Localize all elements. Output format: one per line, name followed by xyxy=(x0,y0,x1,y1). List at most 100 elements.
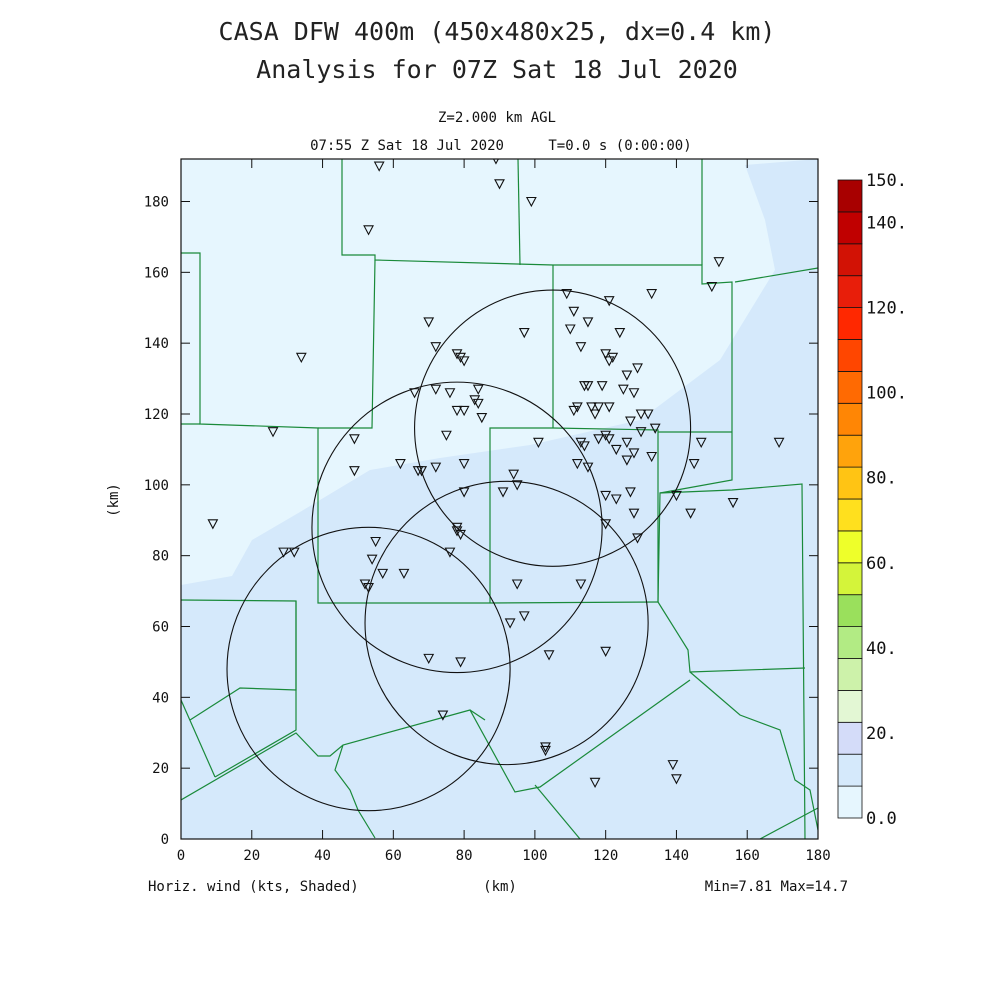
radar-ring-2 xyxy=(311,381,603,674)
station-marker xyxy=(667,760,679,771)
station-marker xyxy=(451,349,463,360)
station-marker xyxy=(525,196,537,208)
station-marker xyxy=(646,451,658,463)
plot-area: 0 20 40 60 80 100 120 140 160 180 0 20 40 60 80 100 120… xyxy=(106,158,831,864)
station-marker xyxy=(430,462,442,473)
y-tick-label: 140 xyxy=(144,336,169,352)
station-marker xyxy=(628,448,640,459)
station-marker xyxy=(458,459,470,470)
station-marker xyxy=(508,469,520,480)
station-marker xyxy=(589,777,601,789)
colorbar-swatch xyxy=(837,785,863,819)
station-marker xyxy=(632,533,643,544)
station-marker xyxy=(671,490,682,502)
y-tick-label: 180 xyxy=(144,195,169,211)
station-marker xyxy=(642,409,654,420)
colorbar-swatch xyxy=(837,721,863,755)
station-marker xyxy=(348,434,360,445)
station-marker xyxy=(596,381,608,392)
y-tick-label: 0 xyxy=(161,832,169,848)
plot-frame xyxy=(180,158,819,840)
station-markers xyxy=(207,159,785,789)
colorbar-swatch xyxy=(837,753,863,787)
station-marker xyxy=(561,289,573,300)
station-marker xyxy=(458,356,470,367)
station-marker xyxy=(497,487,509,498)
station-marker xyxy=(600,430,612,441)
x-tick-label: 40 xyxy=(314,848,331,864)
station-marker xyxy=(773,437,785,449)
colorbar-swatch xyxy=(837,658,863,691)
colorbar-swatch xyxy=(837,243,863,277)
y-axis-label: (km) xyxy=(106,483,122,517)
colorbar-label: 100. xyxy=(866,384,907,404)
station-marker xyxy=(363,582,374,594)
wind-shading-high xyxy=(181,159,818,839)
station-marker xyxy=(571,459,583,470)
y-axis: 0 20 40 60 80 100 120 140 160 180 xyxy=(144,195,818,848)
station-marker xyxy=(603,402,615,413)
station-marker xyxy=(373,161,385,172)
x-tick-label: 0 xyxy=(177,848,185,864)
station-marker xyxy=(543,650,555,661)
colorbar-swatch xyxy=(837,179,863,213)
station-marker xyxy=(603,356,615,367)
station-marker xyxy=(688,459,700,470)
colorbar-swatch xyxy=(837,690,863,723)
station-marker xyxy=(455,657,466,668)
y-tick-label: 40 xyxy=(152,690,169,706)
y-tick-label: 160 xyxy=(144,265,169,281)
colorbar-swatch xyxy=(837,370,863,404)
station-marker xyxy=(540,745,551,757)
station-marker xyxy=(610,494,622,505)
x-tick-label: 60 xyxy=(385,848,402,864)
station-marker xyxy=(621,455,633,466)
station-marker xyxy=(593,434,605,445)
station-marker xyxy=(267,427,279,438)
station-marker xyxy=(603,296,615,307)
station-marker xyxy=(518,611,530,622)
station-marker xyxy=(444,547,456,558)
station-marker xyxy=(451,526,463,537)
chart-title-line2: Analysis for 07Z Sat 18 Jul 2020 xyxy=(256,55,738,84)
station-marker xyxy=(472,398,484,410)
y-tick-label: 60 xyxy=(152,620,169,636)
colorbar-label: 20. xyxy=(866,724,897,744)
station-marker xyxy=(586,402,597,413)
station-marker xyxy=(614,327,626,339)
y-tick-label: 20 xyxy=(152,761,169,777)
colorbar-label: 0.0 xyxy=(866,809,897,829)
county-boundaries xyxy=(181,159,818,839)
colorbar-swatch xyxy=(837,594,863,628)
station-marker xyxy=(444,388,456,399)
station-marker xyxy=(635,427,647,438)
station-marker xyxy=(635,409,647,420)
station-marker xyxy=(589,409,601,420)
station-marker xyxy=(472,384,484,395)
station-marker xyxy=(458,487,470,498)
colorbar-swatch xyxy=(837,434,863,468)
station-marker xyxy=(295,352,307,364)
station-marker xyxy=(451,522,463,534)
colorbar-swatch xyxy=(837,498,863,532)
station-marker xyxy=(579,441,590,452)
colorbar-swatch xyxy=(837,275,863,309)
station-marker xyxy=(377,568,389,580)
radar-ring-4 xyxy=(226,526,511,812)
station-marker xyxy=(628,508,640,519)
x-tick-label: 80 xyxy=(456,848,473,864)
station-marker xyxy=(451,405,463,417)
x-tick-label: 20 xyxy=(243,848,260,864)
station-marker xyxy=(416,466,428,477)
x-axis: 0 20 40 60 80 100 120 140 160 180 xyxy=(177,159,831,864)
station-marker xyxy=(458,405,470,417)
station-marker xyxy=(600,490,612,502)
station-marker xyxy=(437,710,449,721)
station-marker xyxy=(685,508,697,519)
station-marker xyxy=(607,352,619,364)
colorbar-swatch xyxy=(837,211,863,245)
station-marker xyxy=(617,384,629,395)
y-tick-label: 100 xyxy=(144,478,169,494)
colorbar-label: 40. xyxy=(866,639,897,659)
